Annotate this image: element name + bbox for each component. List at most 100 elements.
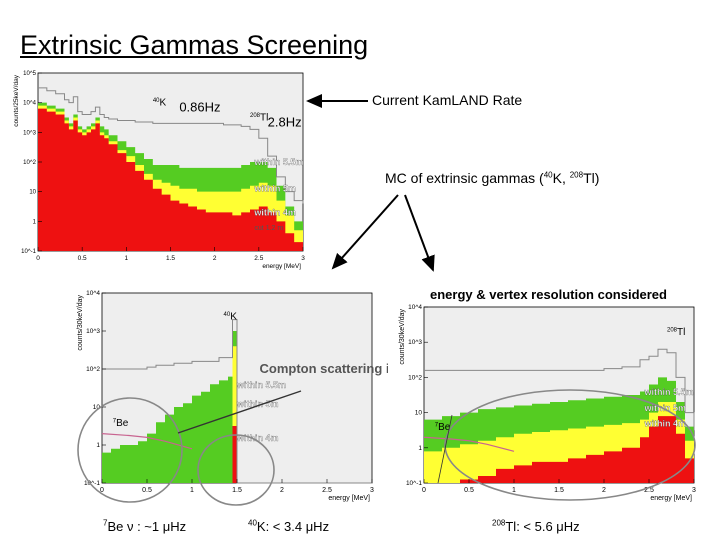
y-tick-label: 10 — [93, 404, 101, 411]
mc-annotation-sup-tl: 208 — [569, 170, 584, 180]
x-tick-label: 3 — [301, 255, 305, 262]
x-tick-label: 2.5 — [254, 255, 263, 262]
x-tick-label: 3 — [370, 487, 374, 494]
plot-title: energy & vertex resolution considered — [430, 287, 667, 302]
plot-tl208-svg: energy & vertex resolution considered 0 0.… — [399, 287, 696, 502]
x-tick-label: 0 — [422, 487, 426, 494]
legend-label: within 5m — [236, 399, 279, 409]
mc-annotation-part-2: K, — [552, 170, 570, 186]
x-tick-label: 3 — [692, 487, 696, 494]
arrow-mc-right — [404, 194, 435, 272]
x-tick-label: 1.5 — [554, 487, 564, 494]
y-tick-label: 10^4 — [408, 304, 422, 311]
legend-label: within 5m — [253, 184, 296, 194]
series-background-curve — [423, 436, 515, 452]
x-tick-label: 2 — [602, 487, 606, 494]
caption-be7: 7Be ν : ~1 μHz — [103, 519, 186, 534]
plot-k40-svg: 0 0.5 1 1.5 2 2.5 3 10^-1 1 10 10^2 10^3 10^4 energy … — [77, 290, 389, 506]
cut-label: cut 1.2 m — [254, 225, 283, 232]
caption-tl208-text: Tl: < 5.6 μHz — [505, 519, 580, 534]
peak-label: 40K — [224, 312, 238, 323]
peak-label: 208Tl — [667, 327, 685, 338]
y-tick-label: 10^-1 — [84, 480, 100, 487]
series-total — [424, 348, 695, 431]
x-axis-label: energy [MeV] — [650, 495, 692, 502]
arrow-mc-left — [331, 194, 399, 270]
y-tick-label: 1 — [33, 219, 37, 225]
y-tick-label: 10^-1 — [406, 480, 422, 487]
legend-label: within 5.5m — [644, 387, 694, 397]
plot-current-rate: 0 0.5 1 1.5 2 2.5 3 10^-1 1 10 10^2 10^3 10^4 10^5 ene… — [8, 65, 308, 275]
y-tick-label: 10^4 — [86, 290, 100, 297]
x-tick-label: 0.5 — [142, 487, 152, 494]
caption-k40-sup: 40 — [248, 518, 257, 528]
caption-tl208-sup: 208 — [492, 518, 506, 528]
series-within-4m — [232, 426, 237, 483]
y-tick-label: 10^5 — [23, 71, 36, 77]
series-within-4m — [460, 416, 694, 483]
y-tick-label: 10^2 — [86, 366, 100, 373]
y-tick-label: 10^3 — [408, 339, 422, 346]
x-tick-label: 2 — [280, 487, 284, 494]
x-tick-label: 2 — [213, 255, 217, 262]
legend-label: within 4m — [236, 433, 279, 443]
x-tick-label: 0.5 — [464, 487, 474, 494]
peak-label: 208Tl — [250, 112, 268, 123]
slide-title: Extrinsic Gammas Screening — [20, 30, 369, 60]
y-tick-label: 10^3 — [23, 130, 36, 136]
peak-label: 40K — [153, 98, 167, 109]
y-axis-label: counts/30keV/day — [399, 309, 406, 365]
compton-pointer — [177, 390, 302, 434]
current-rate-annotation: Current KamLAND Rate — [372, 92, 523, 108]
x-tick-label: 1 — [512, 487, 516, 494]
y-tick-label: 1 — [418, 445, 422, 452]
caption-k40-text: K: < 3.4 μHz — [256, 519, 330, 534]
series-within-5-5m — [102, 331, 237, 483]
x-tick-label: 1.5 — [166, 255, 175, 262]
mc-annotation-part-3: Tl) — [583, 170, 600, 186]
be7-label: 7Be — [435, 422, 451, 433]
be7-label: 7Be — [113, 418, 129, 429]
legend-label: within 5m — [644, 403, 687, 413]
mc-annotation-sup-k: 40 — [543, 170, 553, 180]
x-tick-label: 0 — [100, 487, 104, 494]
series-total — [102, 319, 372, 484]
y-axis-label: counts/30keV/day — [77, 295, 84, 351]
series-background-curve — [101, 433, 193, 450]
mc-annotation: MC of extrinsic gammas (40K, 208Tl) — [385, 170, 599, 186]
legend-label: within 5.5m — [236, 380, 286, 390]
x-tick-label: 1 — [190, 487, 194, 494]
y-tick-label: 10^3 — [86, 328, 100, 335]
rate-label: 0.86Hz — [179, 100, 220, 115]
caption-be7-sup: 7 — [103, 518, 108, 528]
x-tick-label: 1 — [125, 255, 129, 262]
y-tick-label: 10 — [29, 190, 36, 196]
rate-label: 2.8Hz — [268, 114, 302, 129]
x-tick-label: 1.5 — [232, 487, 242, 494]
y-tick-label: 10^2 — [23, 160, 36, 166]
series-total — [38, 87, 304, 204]
caption-be7-text: Be ν : ~1 μHz — [107, 519, 187, 534]
plot-current-rate-svg: 0 0.5 1 1.5 2 2.5 3 10^-1 1 10 10^2 10^3 10^4 10^5 ene… — [13, 71, 305, 270]
y-tick-label: 10^4 — [23, 101, 36, 107]
plot-tl208: energy & vertex resolution considered 0 0.… — [390, 285, 710, 510]
y-tick-label: 1 — [96, 442, 100, 449]
x-tick-label: 2.5 — [644, 487, 654, 494]
legend-label: within 5.5m — [253, 157, 303, 167]
y-tick-label: 10^2 — [408, 374, 422, 381]
x-axis-label: energy [MeV] — [262, 263, 301, 270]
circle-k40-peak — [197, 434, 275, 506]
legend-label: within 4m — [644, 419, 687, 429]
x-axis-label: energy [MeV] — [328, 495, 370, 502]
plot-k40: 0 0.5 1 1.5 2 2.5 3 10^-1 1 10 10^2 10^3 10^4 energy … — [68, 285, 388, 510]
x-tick-label: 0 — [36, 255, 40, 262]
x-tick-label: 2.5 — [322, 487, 332, 494]
x-tick-label: 0.5 — [78, 255, 87, 262]
y-tick-label: 10^-1 — [21, 249, 36, 255]
y-tick-label: 10 — [415, 410, 423, 417]
y-axis-label: counts/25keV/day — [13, 74, 20, 126]
caption-k40: 40K: < 3.4 μHz — [248, 519, 329, 534]
series-within-4m — [38, 108, 303, 251]
compton-label: Compton scattering in BO — [260, 361, 389, 376]
mc-annotation-part-1: MC of extrinsic gammas ( — [385, 170, 544, 186]
